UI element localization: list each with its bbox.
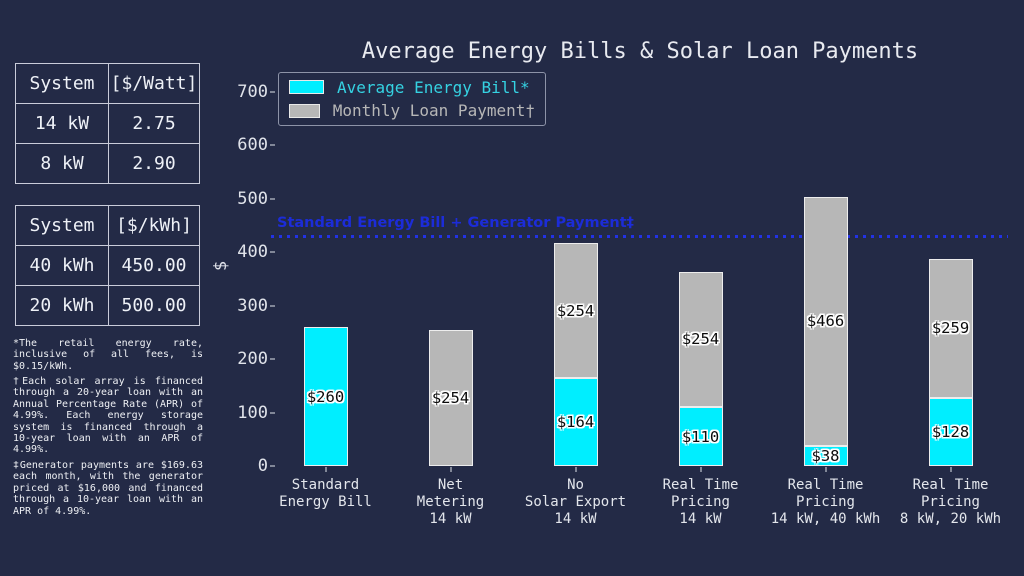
reference-line-label: Standard Energy Bill + Generator Payment… bbox=[277, 215, 634, 231]
y-axis-tick-label: 600 bbox=[237, 135, 268, 156]
bar-value-label: $260 bbox=[306, 387, 345, 406]
legend-entry-label: Monthly Loan Payment† bbox=[332, 101, 535, 121]
table-header-cell: System bbox=[15, 63, 109, 104]
bar-value-label: $254 bbox=[556, 301, 595, 320]
bar-value-label: $38 bbox=[811, 446, 840, 465]
x-axis-category-line: 14 kW bbox=[679, 511, 722, 527]
bar-value-label: $164 bbox=[556, 413, 595, 432]
table-cell: 500.00 bbox=[108, 285, 200, 326]
legend-swatch bbox=[289, 103, 320, 118]
x-axis-category-line: Pricing bbox=[920, 494, 980, 510]
x-axis-category-line: Pricing bbox=[795, 494, 855, 510]
bar-segment-energy-bill: $164 bbox=[553, 378, 598, 466]
table-row: 20 kWh 500.00 bbox=[15, 285, 200, 326]
x-axis-tick-mark bbox=[574, 467, 577, 472]
x-axis-category-label: Real Time Pricing 8 kW, 20 kWh bbox=[866, 477, 1024, 528]
bar-segment-loan-payment: $254 bbox=[428, 330, 473, 466]
y-axis-tick-mark bbox=[270, 91, 275, 93]
bar-segment-energy-bill: $260 bbox=[303, 327, 348, 466]
footnote-generator: ‡Generator payments are $169.63 each mon… bbox=[13, 460, 203, 517]
bar-segment-loan-payment: $466 bbox=[803, 196, 848, 446]
y-axis-tick-label: 0 bbox=[257, 456, 268, 476]
y-axis-tick-mark bbox=[270, 144, 275, 147]
x-axis-tick-mark bbox=[824, 467, 827, 472]
x-axis-category-line: Metering bbox=[416, 494, 485, 510]
y-axis-tick-mark bbox=[270, 358, 275, 361]
bar-value-label: $466 bbox=[806, 312, 845, 331]
x-axis-category-line: 14 kW, 40 kWh bbox=[770, 511, 881, 527]
y-axis-tick-mark bbox=[270, 251, 275, 254]
bar-value-label: $254 bbox=[681, 330, 720, 349]
bar-value-label: $128 bbox=[931, 422, 970, 441]
x-axis-category-label: Real Time Pricing 14 kW, 40 kWh bbox=[741, 477, 911, 528]
table-header-cell: [$/Watt] bbox=[108, 63, 200, 104]
x-axis-category-line: Real Time bbox=[912, 477, 989, 493]
y-axis-tick-mark bbox=[270, 304, 275, 307]
y-axis-tick-label: 100 bbox=[237, 402, 268, 423]
table-header-row: System [$/kWh] bbox=[15, 205, 200, 246]
bar-segment-energy-bill: $38 bbox=[803, 445, 848, 466]
x-axis-category-label: Real Time Pricing 14 kW bbox=[616, 477, 786, 528]
bar-value-label: $254 bbox=[431, 389, 470, 408]
x-axis-category-line: Solar Export bbox=[524, 494, 627, 510]
table-cell: 2.90 bbox=[108, 143, 200, 184]
x-axis-category-label: Net Metering 14 kW bbox=[366, 477, 536, 528]
chart-title: Average Energy Bills & Solar Loan Paymen… bbox=[361, 39, 919, 64]
x-axis-category-line: Energy Bill bbox=[279, 494, 372, 510]
legend-entry: Average Energy Bill* bbox=[289, 78, 535, 97]
x-axis-tick-mark bbox=[949, 467, 952, 472]
x-axis-category-line: No bbox=[567, 477, 584, 493]
footnote-loan-terms: †Each solar array is financed through a … bbox=[13, 376, 203, 456]
legend-entry-label: Average Energy Bill* bbox=[337, 77, 530, 97]
table-row: 8 kW 2.90 bbox=[15, 143, 200, 184]
x-axis-tick-mark bbox=[449, 467, 452, 472]
y-axis-tick-label: 400 bbox=[237, 242, 268, 263]
table-cell: 40 kWh bbox=[15, 245, 109, 286]
bar-segment-energy-bill: $128 bbox=[928, 397, 973, 466]
x-axis-category-label: No Solar Export 14 kW bbox=[491, 477, 661, 528]
y-axis-tick-mark bbox=[270, 465, 275, 467]
x-axis-category-line: 14 kW bbox=[429, 511, 472, 527]
system-cost-per-watt-table: System [$/Watt] 14 kW 2.75 8 kW 2.90 bbox=[15, 63, 200, 184]
bar-segment-loan-payment: $259 bbox=[928, 259, 973, 398]
bar-segment-loan-payment: $254 bbox=[678, 271, 723, 408]
bar-value-label: $110 bbox=[681, 427, 720, 446]
table-header-row: System [$/Watt] bbox=[15, 63, 200, 104]
chart-legend: Average Energy Bill* Monthly Loan Payment… bbox=[278, 72, 546, 126]
system-cost-per-kwh-table: System [$/kWh] 40 kWh 450.00 20 kWh 500.00 bbox=[15, 205, 200, 326]
y-axis-tick-label: 300 bbox=[237, 295, 268, 316]
table-cell: 8 kW bbox=[15, 143, 109, 184]
bar-segment-energy-bill: $110 bbox=[678, 407, 723, 466]
y-axis-tick-label: 200 bbox=[237, 349, 268, 370]
table-cell: 14 kW bbox=[15, 103, 109, 144]
bar-value-label: $259 bbox=[931, 319, 970, 338]
x-axis-category-line: Standard bbox=[291, 477, 360, 493]
reference-line bbox=[271, 235, 1008, 239]
footnote-retail-rate: *The retail energy rate, inclusive of al… bbox=[13, 338, 203, 372]
y-axis-tick-label: 700 bbox=[237, 82, 268, 102]
y-axis-tick-mark bbox=[270, 411, 275, 414]
x-axis-tick-mark bbox=[699, 467, 702, 472]
x-axis-category-line: 8 kW, 20 kWh bbox=[899, 511, 1002, 527]
table-cell: 450.00 bbox=[108, 245, 200, 286]
x-axis-category-line: Net bbox=[437, 477, 464, 493]
legend-swatch bbox=[289, 80, 324, 95]
x-axis-category-line: Pricing bbox=[670, 494, 730, 510]
table-cell: 20 kWh bbox=[15, 285, 109, 326]
x-axis-category-label: Standard Energy Bill bbox=[241, 477, 411, 511]
table-row: 40 kWh 450.00 bbox=[15, 245, 200, 286]
x-axis-category-line: Real Time bbox=[662, 477, 739, 493]
x-axis-category-line: Real Time bbox=[787, 477, 864, 493]
legend-entry: Monthly Loan Payment† bbox=[289, 101, 535, 120]
x-axis-category-line: 14 kW bbox=[554, 511, 597, 527]
y-axis-tick-label: 500 bbox=[237, 188, 268, 209]
table-header-cell: System bbox=[15, 205, 109, 246]
bar-segment-loan-payment: $254 bbox=[553, 242, 598, 379]
y-axis-tick-mark bbox=[270, 197, 275, 200]
x-axis-tick-mark bbox=[324, 467, 327, 472]
